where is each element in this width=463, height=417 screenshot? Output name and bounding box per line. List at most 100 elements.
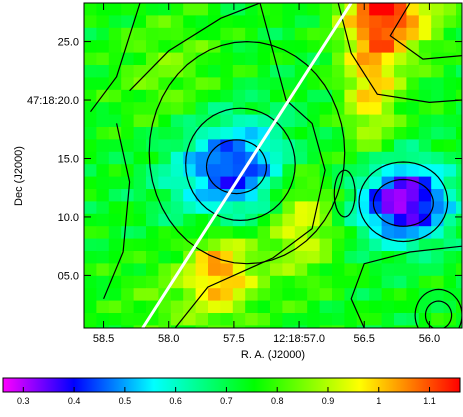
heatmap-cell-88: [406, 27, 420, 41]
heatmap-cell-365: [381, 139, 395, 153]
heatmap-cell-14: [257, 3, 271, 16]
heatmap-cell-145: [344, 52, 358, 66]
heatmap-cell-178: [369, 65, 383, 78]
heatmap-cell-171: [282, 65, 296, 78]
heatmap-cell-652: [96, 263, 110, 277]
heatmap-cell-753: [195, 300, 209, 314]
heatmap-cell-479: [257, 189, 271, 202]
heatmap-cell-23: [369, 3, 383, 16]
heatmap-cell-483: [307, 189, 321, 202]
heatmap-cell-74: [232, 27, 246, 41]
heatmap-cell-416: [245, 164, 259, 178]
heatmap-cell-278: [456, 102, 462, 116]
heatmap-cell-297: [307, 114, 321, 128]
heatmap-cell-563: [146, 226, 159, 240]
white-slit-line: [141, 3, 353, 328]
heatmap-cell-519: [369, 201, 383, 215]
heatmap-cell-411: [183, 164, 197, 178]
heatmap-cell-693: [220, 275, 234, 289]
heatmap-cell-16: [282, 3, 296, 16]
heatmap-cell-227: [208, 89, 221, 103]
heatmap-cell-346: [146, 139, 159, 153]
heatmap-cell-208: [356, 77, 370, 91]
heatmap-cell-378: [158, 151, 172, 165]
heatmap-cell-128: [133, 52, 147, 66]
heatmap-cell-296: [294, 114, 308, 128]
heatmap-cell-701: [319, 275, 333, 289]
heatmap-cell-3: [121, 3, 135, 16]
heatmap-cell-417: [257, 164, 271, 178]
heatmap-cell-496: [84, 201, 97, 215]
heatmap-cell-648: [431, 251, 445, 264]
heatmap-cell-69: [170, 27, 184, 41]
heatmap-cell-183: [431, 65, 445, 78]
heatmap-cell-348: [170, 139, 184, 153]
heatmap-cell-669: [307, 263, 321, 277]
heatmap-cell-80: [307, 27, 321, 41]
heatmap-cell-96: [121, 40, 135, 54]
heatmap-cell-584: [406, 226, 420, 240]
heatmap-cell-627: [170, 251, 184, 264]
heatmap-cell-603: [257, 238, 271, 252]
heatmap-cell-580: [356, 226, 370, 240]
y-tick-label-3: 10.0: [58, 212, 79, 224]
heatmap-cell-772: [431, 300, 445, 314]
heatmap-cell-443: [195, 176, 209, 190]
heatmap-cell-143: [319, 52, 333, 66]
heatmap-cell-414: [220, 164, 234, 178]
heatmap-cell-221: [133, 89, 147, 103]
heatmap-cell-675: [381, 263, 395, 277]
heatmap-cell-120: [418, 40, 432, 54]
heatmap-cell-330: [332, 127, 345, 140]
heatmap-cell-210: [381, 77, 395, 91]
heatmap-cell-67: [146, 27, 159, 41]
heatmap-cell-492: [418, 189, 432, 202]
heatmap-cell-313: [121, 127, 135, 140]
heatmap-cell-155: [84, 65, 97, 78]
heatmap-cell-286: [170, 114, 184, 128]
colorbar-label-4: 0.7: [220, 396, 233, 406]
heatmap-cell-336: [406, 127, 420, 140]
heatmap-cell-664: [245, 263, 259, 277]
heatmap-cell-768: [381, 300, 395, 314]
heatmap-cell-329: [319, 127, 333, 140]
heatmap-cell-384: [232, 151, 246, 165]
heatmap-cell-680: [443, 263, 457, 277]
contour-dip-1: [372, 178, 434, 227]
heatmap-cell-150: [406, 52, 420, 66]
heatmap-cell-314: [133, 127, 147, 140]
heatmap-cell-122: [443, 40, 457, 54]
heatmap-cell-420: [294, 164, 308, 178]
heatmap-cell-261: [245, 102, 259, 116]
heatmap-cell-27: [418, 3, 432, 16]
heatmap-cell-55: [381, 15, 395, 29]
heatmap-cell-379: [170, 151, 184, 165]
heatmap-cell-265: [294, 102, 308, 116]
contour-small-1: [333, 169, 356, 218]
heatmap-cell-382: [208, 151, 221, 165]
heatmap-cell-454: [332, 176, 345, 190]
heatmap-cell-184: [443, 65, 457, 78]
heatmap-cell-775: [84, 313, 97, 326]
heatmap-cell-495: [456, 189, 462, 202]
heatmap-cell-85: [369, 27, 383, 41]
heatmap-cell-303: [381, 114, 395, 128]
colorbar-label-8: 1.1: [423, 396, 436, 406]
heatmap-cell-536: [195, 213, 209, 227]
heatmap-cell-160: [146, 65, 159, 78]
heatmap-cell-71: [195, 27, 209, 41]
heatmap-cell-146: [356, 52, 370, 66]
heatmap-cell-305: [406, 114, 420, 128]
heatmap-cell-249: [96, 102, 110, 116]
heatmap-cell-565: [170, 226, 184, 240]
heatmap-cell-544: [294, 213, 308, 227]
heatmap-cell-1: [96, 3, 110, 16]
x-tick-label-0: 58.5: [93, 333, 114, 345]
heatmap-cell-505: [195, 201, 209, 215]
heatmap-cell-104: [220, 40, 234, 54]
heatmap-cell-250: [108, 102, 122, 116]
heatmap-cell-805: [456, 313, 462, 326]
heatmap-cell-84: [356, 27, 370, 41]
heatmap-cell-709: [418, 275, 432, 289]
heatmap-cell-482: [294, 189, 308, 202]
